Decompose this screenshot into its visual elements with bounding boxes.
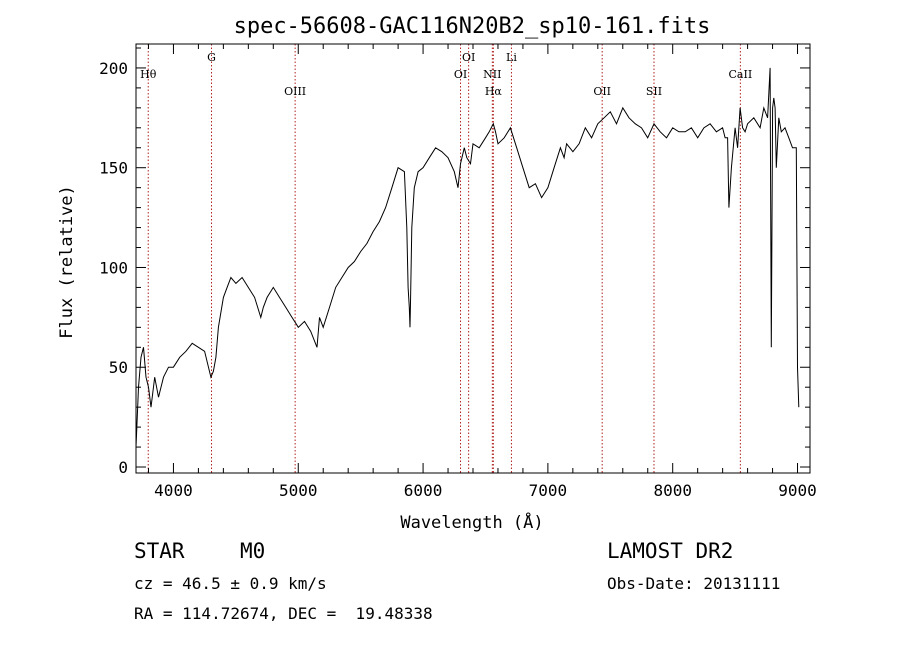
x-tick-label: 7000: [529, 481, 568, 500]
x-tick-label: 5000: [279, 481, 318, 500]
x-tick-label: 8000: [653, 481, 692, 500]
x-axis-label: Wavelength (Å): [400, 511, 543, 533]
ra-dec-coordinates: RA = 114.72674, DEC = 19.48338: [134, 604, 433, 623]
series-line-flux: [135, 67, 800, 448]
spectral-subclass: M0: [240, 539, 266, 563]
marker-label: OI: [454, 68, 467, 81]
survey-name: LAMOST DR2: [607, 539, 734, 563]
chart-title: spec-56608-GAC116N20B2_sp10-161.fits: [234, 14, 711, 39]
redshift-cz: cz = 46.5 ± 0.9 km/s: [134, 574, 327, 593]
marker-label: Li: [506, 51, 517, 64]
marker-label: Hθ: [140, 68, 157, 81]
x-tick-label: 9000: [778, 481, 817, 500]
y-tick-label: 150: [99, 159, 128, 178]
plot-frame: [135, 43, 811, 474]
marker-label: NII: [483, 68, 501, 81]
y-tick-label: 0: [118, 458, 128, 477]
spectral-class: STAR: [134, 539, 185, 563]
y-tick-label: 100: [99, 258, 128, 277]
x-tick-label: 6000: [404, 481, 443, 500]
marker-label: CaII: [729, 68, 753, 81]
marker-label: OII: [593, 85, 611, 98]
y-tick-label: 200: [99, 59, 128, 78]
y-axis-label: Flux (relative): [57, 185, 77, 339]
marker-label: G: [207, 51, 216, 64]
marker-label: OIII: [284, 85, 306, 98]
marker-label: SII: [646, 85, 662, 98]
spectral-line-markers: Hθ G OIII OI OI NII Hα Li OII SII CaII: [140, 44, 752, 473]
x-tick-label: 4000: [154, 481, 193, 500]
marker-label: Hα: [485, 85, 503, 98]
y-tick-label: 50: [109, 358, 128, 377]
axes: 4000 5000 6000 7000 8000 9000 0 50 100 150 200: [99, 43, 817, 500]
observation-date: Obs-Date: 20131111: [607, 574, 781, 593]
marker-label: OI: [462, 51, 475, 64]
